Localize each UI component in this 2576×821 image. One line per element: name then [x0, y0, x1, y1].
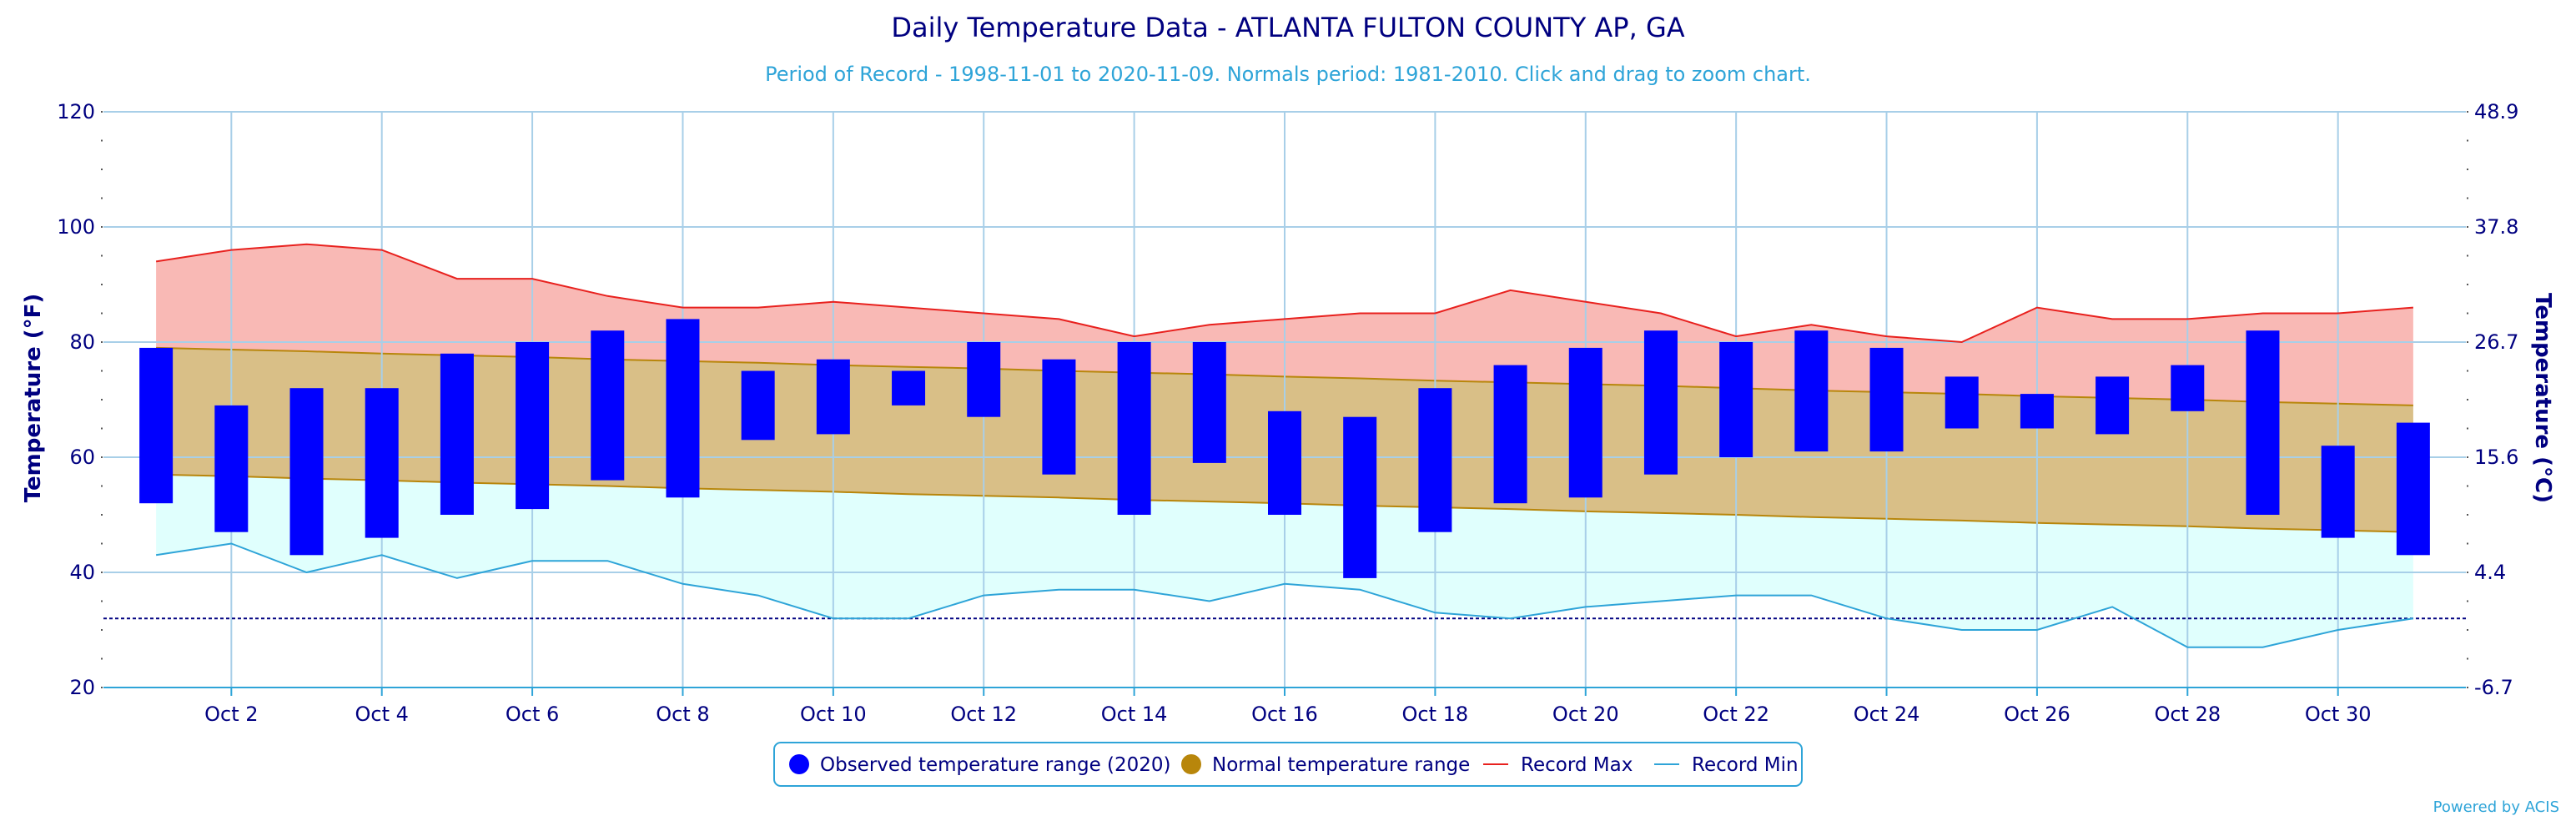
observed-bar-oct-18 — [1418, 388, 1452, 532]
observed-bar-oct-5 — [440, 353, 474, 515]
y-tick-label-left: 20 — [69, 676, 95, 699]
y-tick-label-left: 40 — [69, 561, 95, 584]
legend-item-normal[interactable]: Normal temperature range — [1181, 754, 1470, 776]
observed-bar-oct-21 — [1643, 330, 1678, 475]
x-tick-label: Oct 26 — [2004, 703, 2070, 726]
observed-bar-oct-26 — [2020, 394, 2054, 429]
observed-bar-oct-15 — [1192, 342, 1226, 463]
y-tick-label-left: 60 — [69, 446, 95, 469]
y-tick-label-right: 26.7 — [2474, 330, 2518, 354]
x-tick-label: Oct 6 — [506, 703, 559, 726]
y-tick-label-right: 48.9 — [2474, 100, 2518, 123]
observed-bar-oct-24 — [1869, 347, 1904, 452]
y-tick-label-right: 37.8 — [2474, 215, 2518, 239]
legend-label-record-min: Record Min — [1692, 754, 1799, 776]
observed-bar-oct-11 — [892, 370, 926, 405]
legend-label-normal: Normal temperature range — [1212, 754, 1470, 776]
observed-bar-oct-30 — [2321, 446, 2355, 538]
legend-label-observed: Observed temperature range (2020) — [820, 754, 1171, 776]
legend-symbol-normal — [1181, 754, 1201, 774]
y-tick-label-left: 100 — [57, 215, 95, 239]
observed-bar-oct-7 — [591, 330, 625, 481]
observed-bar-oct-29 — [2246, 330, 2280, 515]
x-tick-label: Oct 24 — [1854, 703, 1920, 726]
observed-bar-oct-8 — [666, 319, 700, 498]
observed-bar-oct-22 — [1719, 342, 1753, 457]
observed-bar-oct-20 — [1568, 347, 1602, 498]
observed-bar-oct-25 — [1945, 376, 1979, 429]
chart-title: Daily Temperature Data - ATLANTA FULTON … — [891, 12, 1684, 43]
record-lines — [155, 243, 2414, 648]
y-tick-label-right: 15.6 — [2474, 446, 2518, 469]
observed-bars — [139, 319, 2430, 578]
x-tick-label: Oct 30 — [2305, 703, 2372, 726]
observed-bar-oct-4 — [365, 388, 399, 538]
observed-bar-oct-28 — [2171, 365, 2205, 411]
legend-item-record-max[interactable]: Record Max — [1483, 754, 1633, 776]
observed-bar-oct-17 — [1343, 416, 1377, 578]
observed-bar-oct-9 — [741, 370, 775, 441]
legend-item-record-min[interactable]: Record Min — [1654, 754, 1799, 776]
record-min-line — [155, 542, 2414, 648]
chart-legend: Observed temperature range (2020) Normal… — [773, 742, 1803, 787]
x-tick-label: Oct 18 — [1402, 703, 1469, 726]
y-tick-label-left: 120 — [57, 100, 95, 123]
observed-bar-oct-27 — [2096, 376, 2130, 435]
legend-label-record-max: Record Max — [1521, 754, 1633, 776]
y-axis-title-left: Temperature (°F) — [21, 294, 46, 503]
observed-bar-oct-31 — [2396, 422, 2430, 556]
observed-bar-oct-10 — [816, 359, 850, 435]
x-tick-label: Oct 16 — [1251, 703, 1318, 726]
x-tick-label: Oct 28 — [2154, 703, 2221, 726]
y-axis-title-right: Temperature (°C) — [2530, 293, 2555, 503]
y-tick-label-right: 4.4 — [2474, 561, 2506, 584]
x-tick-label: Oct 22 — [1703, 703, 1769, 726]
observed-bar-oct-14 — [1117, 342, 1151, 515]
y-tick-label-left: 80 — [69, 330, 95, 354]
x-tick-label: Oct 20 — [1552, 703, 1619, 726]
observed-bar-oct-2 — [214, 405, 249, 532]
observed-bar-oct-12 — [967, 342, 1001, 417]
observed-bar-oct-23 — [1794, 330, 1829, 452]
observed-bar-oct-3 — [289, 388, 324, 556]
observed-bar-oct-6 — [516, 342, 550, 510]
legend-box — [773, 742, 1803, 787]
x-tick-label: Oct 8 — [656, 703, 709, 726]
observed-bar-oct-19 — [1493, 365, 1527, 504]
x-tick-label: Oct 2 — [204, 703, 258, 726]
x-tick-label: Oct 4 — [355, 703, 409, 726]
legend-item-observed[interactable]: Observed temperature range (2020) — [789, 754, 1171, 776]
y-tick-label-right: -6.7 — [2474, 676, 2513, 699]
legend-symbol-observed — [789, 754, 809, 774]
x-tick-label: Oct 14 — [1101, 703, 1168, 726]
observed-bar-oct-13 — [1042, 359, 1076, 475]
observed-bar-oct-1 — [139, 347, 174, 504]
x-tick-label: Oct 10 — [800, 703, 867, 726]
record-max-line — [155, 243, 2413, 344]
chart-subtitle: Period of Record - 1998-11-01 to 2020-11… — [765, 63, 1811, 86]
x-tick-label: Oct 12 — [950, 703, 1017, 726]
credit-link[interactable]: Powered by ACIS — [2433, 798, 2559, 816]
observed-bar-oct-16 — [1268, 410, 1301, 515]
axes-layer: 20 -6.7 40 4.4 60 15.6 80 26.7 100 37.8 120 48.9 Oct… — [57, 100, 2518, 726]
